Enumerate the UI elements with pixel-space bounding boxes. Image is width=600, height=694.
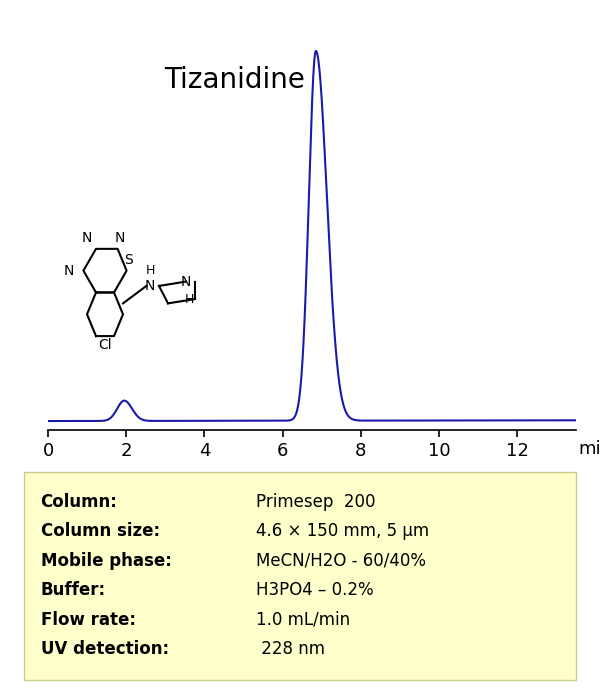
Text: 1.0 mL/min: 1.0 mL/min (256, 611, 350, 629)
Text: H: H (145, 264, 155, 277)
Text: N: N (82, 231, 92, 245)
Text: Column size:: Column size: (41, 522, 160, 540)
Text: Mobile phase:: Mobile phase: (41, 552, 172, 570)
Text: Buffer:: Buffer: (41, 582, 106, 599)
Text: UV detection:: UV detection: (41, 640, 169, 658)
Text: N: N (145, 279, 155, 293)
Text: Flow rate:: Flow rate: (41, 611, 136, 629)
Text: 4.6 × 150 mm, 5 μm: 4.6 × 150 mm, 5 μm (256, 522, 429, 540)
Text: N: N (114, 231, 125, 245)
Text: Primesep  200: Primesep 200 (256, 493, 376, 511)
Text: Cl: Cl (98, 338, 112, 352)
Text: MeCN/H2O - 60/40%: MeCN/H2O - 60/40% (256, 552, 426, 570)
Text: N: N (64, 264, 74, 278)
Text: H3PO4 – 0.2%: H3PO4 – 0.2% (256, 582, 373, 599)
FancyBboxPatch shape (24, 472, 576, 680)
Text: Tizanidine: Tizanidine (164, 67, 305, 94)
Text: N: N (181, 275, 191, 289)
Text: S: S (124, 253, 133, 266)
Text: Column:: Column: (41, 493, 118, 511)
Text: H: H (185, 292, 194, 305)
Text: 228 nm: 228 nm (256, 640, 325, 658)
Text: min: min (578, 439, 600, 457)
